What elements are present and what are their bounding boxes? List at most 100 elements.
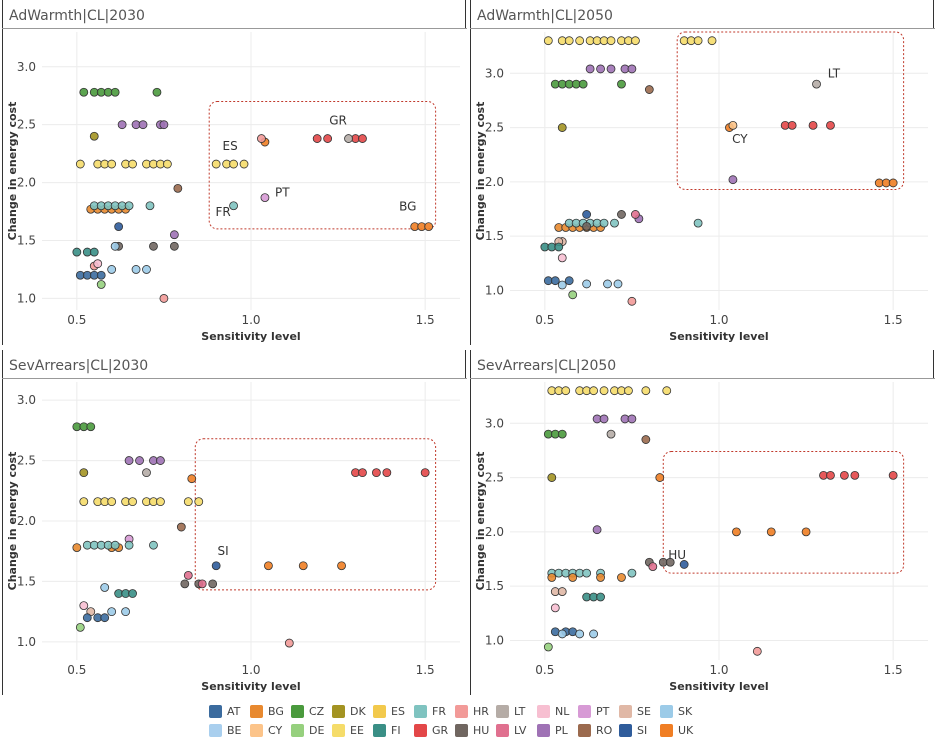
legend-item-pt: PT	[578, 703, 609, 719]
x-tick-label: 1.0	[709, 313, 728, 327]
legend-label: DK	[350, 704, 366, 718]
point-fi	[128, 589, 137, 598]
legend-label: LV	[514, 723, 527, 737]
legend-swatch	[414, 704, 427, 718]
legend-swatch	[619, 723, 632, 737]
point-hu	[169, 241, 179, 251]
x-tick-label: 0.5	[67, 663, 86, 677]
point-pl	[135, 456, 144, 465]
point-pl	[585, 64, 595, 74]
point-fi	[72, 247, 82, 257]
legend-item-uk: UK	[660, 722, 693, 738]
legend-item-pl: PL	[537, 722, 568, 738]
point-ee	[606, 36, 616, 46]
legend-swatch	[250, 704, 263, 718]
point-de	[96, 280, 106, 289]
chart-panel-adwarmth-2030: AdWarmth|CL|2030 0.5 1.0 1.5 1.0 1.5 2.0 2.5 3.0…	[2, 0, 467, 345]
point-ee	[624, 386, 633, 396]
point-lt	[344, 134, 353, 143]
point-gr	[382, 468, 392, 478]
point-ee	[561, 386, 571, 396]
legend-label: CZ	[309, 704, 325, 718]
legend-label: AT	[227, 704, 241, 718]
point-hu	[665, 557, 675, 567]
point-fr	[582, 568, 592, 578]
legend-label: NL	[555, 704, 570, 718]
y-tick-label: 1.0	[17, 291, 36, 305]
chart-svg-adwarmth-2030: AdWarmth|CL|2030 0.5 1.0 1.5 1.0 1.5 2.0 2.5 3.0…	[2, 0, 467, 345]
point-pl	[117, 120, 127, 130]
highlight-box	[676, 31, 905, 190]
point-dk	[557, 123, 567, 132]
point-ee	[211, 159, 221, 169]
point-fr	[229, 201, 238, 211]
point-sk	[575, 629, 585, 639]
legend-item-es: ES	[373, 703, 405, 719]
legend-item-fi: FI	[373, 722, 401, 738]
point-dk	[79, 468, 89, 478]
point-cz	[79, 87, 89, 97]
point-cz	[110, 87, 120, 97]
point-gr	[808, 120, 818, 130]
legend-swatch	[373, 704, 386, 718]
point-lv	[630, 210, 640, 219]
point-pl	[728, 175, 738, 185]
point-cz	[152, 87, 162, 97]
point-nl	[93, 259, 103, 269]
legend-label: ES	[391, 704, 405, 718]
legend-swatch	[660, 723, 673, 737]
point-hu	[617, 210, 626, 219]
point-fi	[554, 242, 564, 252]
y-tick-label: 1.0	[485, 633, 504, 647]
point-lt	[142, 468, 151, 478]
legend-item-si: SI	[619, 722, 647, 738]
point-pl	[627, 64, 637, 74]
point-dk	[547, 473, 557, 482]
legend-item-fr: FR	[414, 703, 446, 719]
legend-swatch	[578, 723, 591, 737]
point-gr	[312, 134, 322, 143]
point-ee	[599, 386, 609, 396]
x-tick-label: 1.0	[241, 313, 260, 327]
legend-label: UK	[678, 723, 694, 737]
point-sk	[107, 265, 117, 274]
point-ee	[194, 497, 204, 507]
point-fr	[145, 201, 155, 211]
point-gr	[420, 468, 430, 478]
point-gr	[371, 468, 381, 478]
highlight-box	[194, 438, 437, 591]
point-gr	[850, 470, 860, 480]
annotation-fr: FR	[216, 205, 231, 219]
annotation-lt: LT	[828, 67, 841, 81]
point-hr	[159, 294, 169, 303]
point-bg	[72, 543, 82, 552]
point-sk	[110, 241, 120, 251]
legend-swatch	[291, 704, 304, 718]
x-tick-label: 1.5	[884, 313, 903, 327]
point-ee	[128, 497, 137, 507]
legend-item-dk: DK	[332, 703, 366, 719]
x-tick-label: 1.0	[709, 663, 728, 677]
y-tick-label: 3.0	[485, 66, 504, 80]
point-ee	[162, 159, 172, 169]
point-sk	[557, 280, 567, 290]
point-ee	[75, 159, 85, 169]
legend-label: BE	[227, 723, 242, 737]
point-lt	[812, 79, 821, 89]
point-at	[550, 276, 560, 286]
point-sk	[100, 583, 110, 592]
point-uk	[424, 222, 434, 232]
point-uk	[888, 178, 898, 188]
point-ro	[176, 522, 186, 532]
legend-item-de: DE	[291, 722, 324, 738]
point-pl	[592, 525, 602, 535]
point-uk	[337, 561, 346, 571]
point-sk	[142, 265, 151, 274]
point-ee	[662, 386, 672, 396]
legend-item-hr: HR	[455, 703, 489, 719]
chart-svg-adwarmth-2050: AdWarmth|CL|2050 0.5 1.0 1.5 1.0 1.5 2.0 2.5 3.0…	[470, 0, 935, 345]
point-ee	[589, 386, 598, 396]
point-hr	[284, 638, 294, 648]
point-ee	[229, 159, 238, 169]
legend-swatch	[291, 723, 304, 737]
